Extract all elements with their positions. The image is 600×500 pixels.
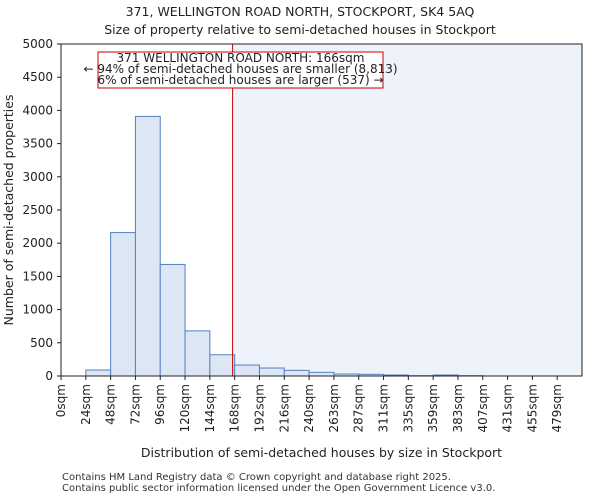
x-tick-label: 240sqm bbox=[302, 384, 316, 432]
annotation-line-2: ← 94% of semi-detached houses are smalle… bbox=[83, 62, 397, 76]
y-tick-label: 4000 bbox=[22, 103, 53, 117]
x-tick-label: 479sqm bbox=[550, 384, 564, 432]
x-tick-label: 192sqm bbox=[252, 384, 266, 432]
x-tick-label: 383sqm bbox=[451, 384, 465, 432]
annotation-line-3: 6% of semi-detached houses are larger (5… bbox=[97, 73, 383, 87]
x-tick-label: 359sqm bbox=[426, 384, 440, 432]
y-axis-label: Number of semi-detached properties bbox=[1, 95, 16, 326]
chart-title: 371, WELLINGTON ROAD NORTH, STOCKPORT, S… bbox=[125, 4, 475, 19]
x-tick-label: 72sqm bbox=[128, 384, 142, 425]
histogram-bar bbox=[234, 364, 260, 377]
histogram-bar bbox=[283, 369, 310, 377]
y-tick-label: 2500 bbox=[22, 203, 53, 217]
x-tick-label: 168sqm bbox=[228, 384, 242, 432]
histogram-bar bbox=[134, 115, 161, 377]
footer-licence: Contains public sector information licen… bbox=[62, 483, 496, 494]
x-tick-label: 216sqm bbox=[277, 384, 291, 432]
larger-region-shade bbox=[232, 44, 582, 376]
histogram-bar bbox=[159, 263, 186, 377]
x-tick-label: 311sqm bbox=[377, 384, 391, 432]
histogram-bar bbox=[258, 367, 285, 377]
y-tick-label: 0 bbox=[45, 369, 53, 383]
y-tick-label: 1500 bbox=[22, 269, 53, 283]
x-tick-label: 287sqm bbox=[352, 384, 366, 432]
y-tick-label: 5000 bbox=[22, 37, 53, 51]
histogram-bar bbox=[209, 354, 236, 377]
y-tick-label: 500 bbox=[30, 336, 53, 350]
x-tick-label: 407sqm bbox=[476, 384, 490, 432]
histogram-bar bbox=[184, 330, 211, 377]
histogram-bar bbox=[110, 232, 136, 377]
y-tick-label: 2000 bbox=[22, 236, 53, 250]
x-tick-label: 263sqm bbox=[327, 384, 341, 432]
y-tick-label: 3500 bbox=[22, 137, 53, 151]
annotation-line-1: 371 WELLINGTON ROAD NORTH: 166sqm bbox=[117, 51, 365, 65]
y-tick-label: 3000 bbox=[22, 170, 53, 184]
x-axis-label: Distribution of semi-detached houses by … bbox=[141, 445, 502, 460]
x-tick-label: 48sqm bbox=[104, 384, 118, 425]
x-tick-label: 120sqm bbox=[178, 384, 192, 432]
annotation-box bbox=[97, 51, 384, 89]
x-tick-label: 335sqm bbox=[401, 384, 415, 432]
chart-subtitle: Size of property relative to semi-detach… bbox=[104, 22, 496, 37]
x-tick-label: 431sqm bbox=[501, 384, 515, 432]
x-tick-label: 0sqm bbox=[54, 384, 68, 417]
footer-copyright: Contains HM Land Registry data © Crown c… bbox=[62, 472, 451, 483]
y-tick-label: 4500 bbox=[22, 70, 53, 84]
x-tick-label: 96sqm bbox=[153, 384, 167, 425]
histogram-bar bbox=[308, 371, 335, 377]
x-tick-label: 24sqm bbox=[79, 384, 93, 425]
x-tick-label: 144sqm bbox=[203, 384, 217, 432]
x-tick-label: 455sqm bbox=[525, 384, 539, 432]
y-tick-label: 1000 bbox=[22, 303, 53, 317]
histogram-bar bbox=[85, 369, 112, 377]
